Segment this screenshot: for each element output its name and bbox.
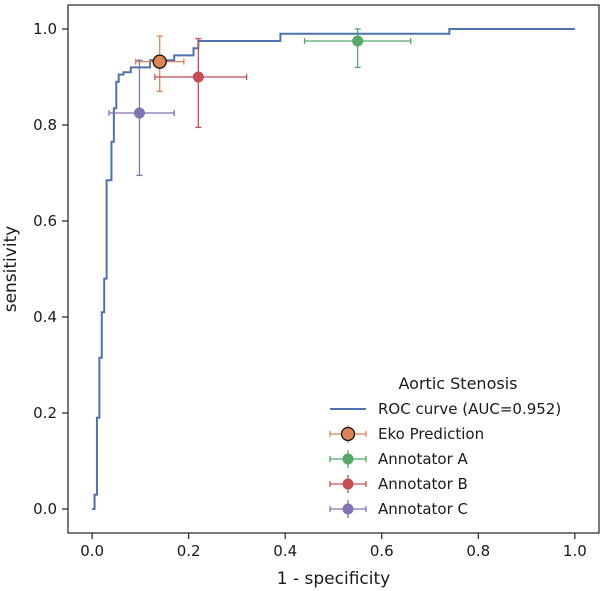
legend-eko-prediction-marker xyxy=(340,426,356,442)
legend-annotator-c-label: Annotator C xyxy=(378,500,468,518)
x-axis-label: 1 - specificity xyxy=(277,569,390,589)
x-tick-label: 0.0 xyxy=(80,542,104,560)
y-tick-label: 0.6 xyxy=(33,212,57,230)
point-annotator-c-marker xyxy=(133,107,145,119)
y-tick-label: 0.8 xyxy=(33,116,57,134)
x-tick-label: 0.4 xyxy=(273,542,297,560)
y-axis-label: sensitivity xyxy=(1,226,21,313)
legend-eko-prediction-label: Eko Prediction xyxy=(378,425,484,443)
y-tick-label: 1.0 xyxy=(33,20,57,38)
legend-annotator-b-label: Annotator B xyxy=(378,475,468,493)
y-tick-label: 0.4 xyxy=(33,308,57,326)
point-annotator-a-marker xyxy=(352,35,364,47)
roc-curve-line xyxy=(92,28,575,510)
plot-frame xyxy=(67,4,600,534)
legend-annotator-b-marker xyxy=(342,478,354,490)
legend-roc-label: ROC curve (AUC=0.952) xyxy=(378,400,561,418)
legend-title: Aortic Stenosis xyxy=(399,374,518,393)
point-annotator-b-marker xyxy=(192,71,204,83)
legend-annotator-c-marker xyxy=(342,503,354,515)
x-tick-label: 0.2 xyxy=(177,542,201,560)
y-tick-label: 0.0 xyxy=(33,500,57,518)
x-tick-label: 1.0 xyxy=(563,542,587,560)
point-eko-prediction-marker xyxy=(152,54,167,69)
x-tick-label: 0.8 xyxy=(466,542,490,560)
y-tick-label: 0.2 xyxy=(33,404,57,422)
x-tick-label: 0.6 xyxy=(370,542,394,560)
legend-annotator-a-label: Annotator A xyxy=(378,450,469,468)
legend-annotator-a-marker xyxy=(342,453,354,465)
